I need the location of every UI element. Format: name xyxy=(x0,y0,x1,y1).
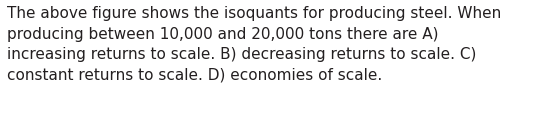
Text: The above figure shows the isoquants for producing steel. When
producing between: The above figure shows the isoquants for… xyxy=(7,6,502,83)
